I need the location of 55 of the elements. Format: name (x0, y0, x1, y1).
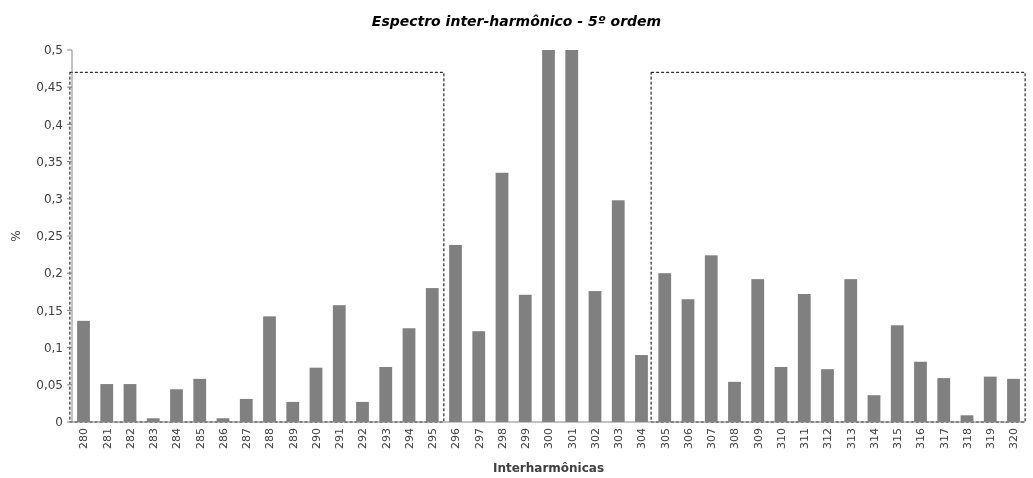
x-tick-label: 299 (519, 428, 533, 449)
y-tick-label: 0,45 (36, 80, 63, 95)
x-tick-label: 301 (565, 428, 579, 449)
y-tick-label: 0,4 (43, 117, 63, 132)
y-tick-label: 0,25 (36, 229, 63, 244)
x-tick-label: 282 (123, 428, 137, 449)
x-tick-label: 289 (286, 428, 300, 449)
x-tick-label: 285 (193, 428, 207, 449)
y-tick-label: 0,15 (36, 303, 63, 318)
y-tick-label: 0 (55, 415, 63, 430)
y-tick-label: 0,35 (36, 154, 63, 169)
x-tick-label: 310 (774, 428, 788, 449)
x-tick-label: 295 (426, 428, 440, 449)
x-tick-label: 309 (751, 428, 765, 449)
x-tick-label: 317 (937, 428, 951, 449)
x-tick-label: 300 (542, 428, 556, 449)
x-tick-label: 286 (216, 428, 230, 449)
x-tick-label: 306 (681, 428, 695, 449)
y-tick-label: 0,05 (36, 378, 63, 392)
x-tick-label: 287 (240, 428, 254, 449)
x-tick-label: 303 (612, 428, 626, 449)
x-tick-label: 284 (170, 428, 184, 449)
x-axis-title: Interharmônicas (492, 461, 605, 475)
x-tick-label: 297 (472, 428, 486, 449)
x-tick-label: 316 (914, 428, 928, 449)
y-axis-title: % (9, 230, 23, 242)
x-tick-label: 294 (402, 428, 416, 449)
y-tick-label: 0,1 (43, 340, 63, 355)
x-tick-label: 283 (147, 428, 161, 449)
x-tick-label: 293 (379, 428, 393, 449)
x-tick-label: 298 (495, 428, 509, 449)
x-tick-label: 291 (333, 428, 347, 449)
x-tick-label: 290 (309, 428, 323, 449)
x-tick-label: 312 (821, 428, 835, 449)
x-tick-label: 308 (728, 428, 742, 449)
x-tick-label: 288 (263, 428, 277, 449)
x-tick-label: 315 (891, 428, 905, 449)
x-tick-label: 281 (100, 428, 114, 449)
x-tick-label: 305 (658, 428, 672, 449)
x-tick-label: 318 (960, 428, 974, 449)
x-tick-label: 292 (356, 428, 370, 449)
x-tick-label: 314 (867, 428, 881, 449)
x-tick-label: 280 (77, 428, 91, 449)
x-tick-label: 302 (588, 428, 602, 449)
x-tick-label: 311 (798, 428, 812, 449)
x-tick-label: 320 (1007, 428, 1021, 449)
x-tick-label: 313 (844, 428, 858, 449)
x-tick-label: 304 (635, 428, 649, 449)
x-tick-label: 307 (705, 428, 719, 449)
chart-title: Espectro inter-harmônico - 5º ordem (371, 13, 662, 29)
y-tick-label: 0,2 (43, 266, 63, 281)
y-tick-label: 0,5 (43, 43, 63, 58)
y-tick-label: 0,3 (43, 192, 63, 206)
x-tick-label: 296 (449, 428, 463, 449)
x-tick-label: 319 (984, 428, 998, 449)
